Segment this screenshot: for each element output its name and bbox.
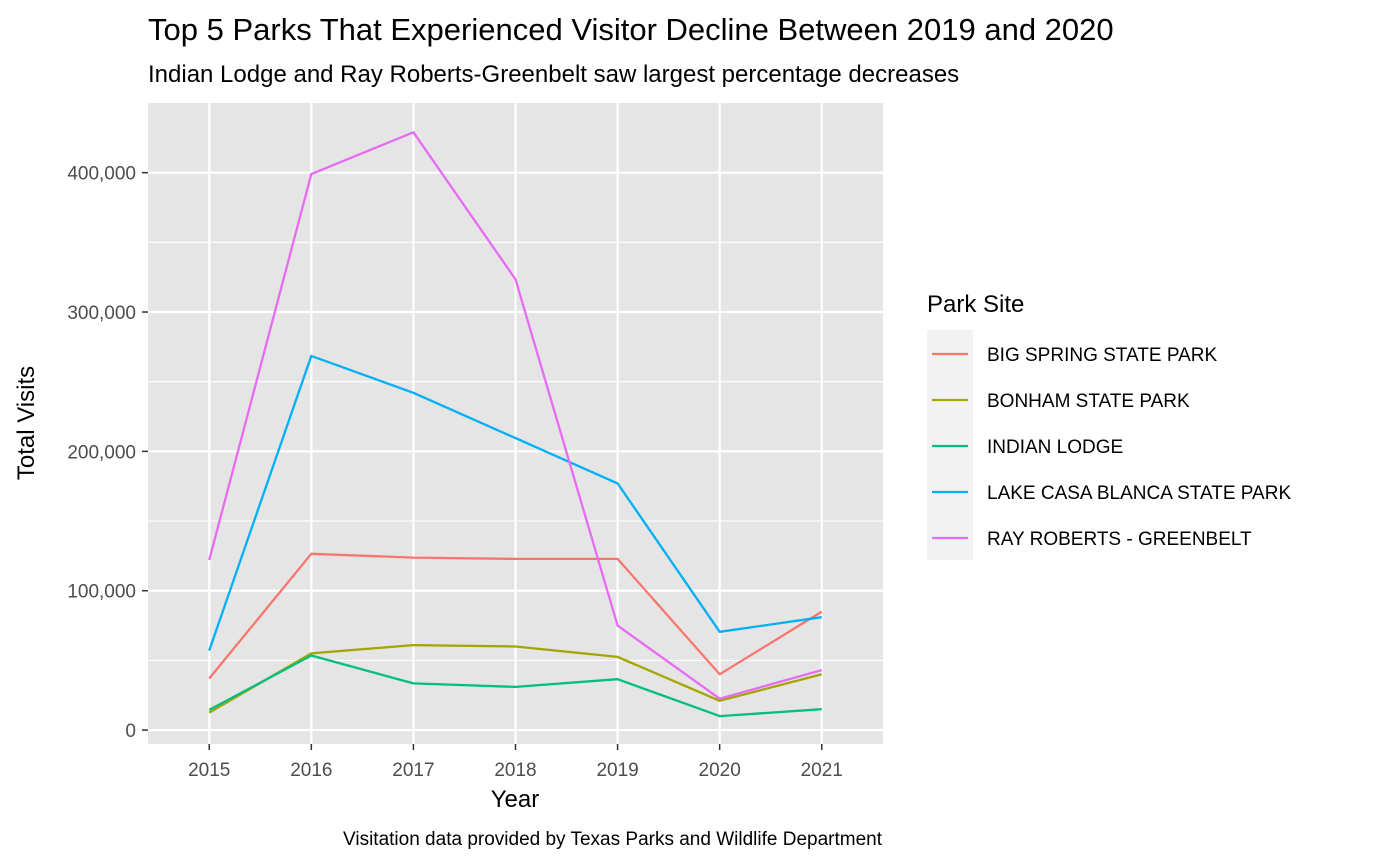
y-axis-title: Total Visits — [13, 366, 40, 480]
legend: Park Site BIG SPRING STATE PARK BONHAM ST… — [927, 291, 1291, 560]
x-tick-label: 2018 — [494, 760, 536, 781]
chart-title: Top 5 Parks That Experienced Visitor Dec… — [148, 12, 1114, 47]
x-tick-label: 2017 — [392, 760, 434, 781]
series-line-big-spring-state-park — [208, 552, 823, 680]
y-axis: 0 100,000 200,000 300,000 400,000 — [67, 164, 148, 742]
y-tick-label: 100,000 — [67, 582, 136, 603]
legend-title: Park Site — [927, 291, 1024, 318]
legend-label-bonham-state-park: BONHAM STATE PARK — [987, 391, 1190, 412]
x-tick-label: 2015 — [188, 760, 230, 781]
grid-lines — [148, 103, 883, 744]
x-tick-label: 2021 — [801, 760, 843, 781]
legend-label-lake-casa-blanca-state-park: LAKE CASA BLANCA STATE PARK — [987, 483, 1291, 504]
series-line-lake-casa-blanca-state-park — [208, 354, 822, 651]
x-tick-label: 2020 — [699, 760, 741, 781]
x-tick-label: 2019 — [596, 760, 638, 781]
series-lines — [208, 131, 823, 718]
y-tick-label: 300,000 — [67, 303, 136, 324]
y-tick-label: 0 — [125, 721, 136, 742]
series-line-ray-roberts-greenbelt — [208, 131, 823, 700]
legend-label-indian-lodge: INDIAN LODGE — [987, 437, 1123, 458]
x-axis: 2015 2016 2017 2018 2019 2020 2021 — [188, 744, 843, 781]
y-tick-label: 400,000 — [67, 164, 136, 185]
chart-subtitle: Indian Lodge and Ray Roberts-Greenbelt s… — [148, 61, 959, 88]
y-tick-label: 200,000 — [67, 442, 136, 463]
x-tick-label: 2016 — [290, 760, 332, 781]
series-line-indian-lodge — [208, 654, 822, 718]
series-line-bonham-state-park — [208, 643, 823, 714]
x-axis-title: Year — [491, 786, 540, 813]
chart-caption: Visitation data provided by Texas Parks … — [343, 829, 883, 850]
legend-label-big-spring-state-park: BIG SPRING STATE PARK — [987, 345, 1217, 366]
legend-label-ray-roberts-greenbelt: RAY ROBERTS - GREENBELT — [987, 529, 1252, 550]
